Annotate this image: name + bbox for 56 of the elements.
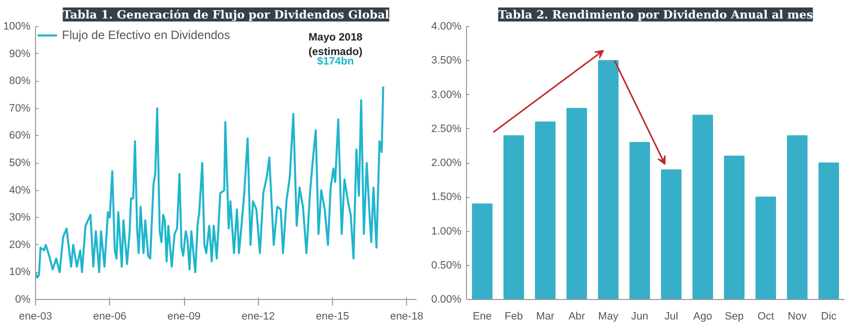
- x-tick-label: ene-12: [242, 310, 275, 322]
- bar: [566, 108, 588, 300]
- x-tick-label: Abr: [568, 310, 586, 322]
- bar: [692, 114, 714, 300]
- x-tick-label: Oct: [757, 310, 774, 322]
- y-tick-label: 4.00%: [431, 20, 462, 32]
- y-tick-label: 0.50%: [431, 259, 462, 272]
- bar: [660, 169, 682, 300]
- y-tick-label: 3.50%: [431, 54, 462, 67]
- bar: [818, 162, 840, 300]
- x-tick-label: Nov: [788, 310, 808, 322]
- y-tick-label: 30%: [9, 212, 32, 224]
- x-tick-label: ene-03: [18, 310, 52, 322]
- line-series: [36, 86, 384, 279]
- bar: [629, 142, 650, 300]
- y-tick-label: 1.00%: [431, 225, 462, 238]
- x-tick-label: Jun: [631, 310, 648, 322]
- y-tick-label: 60%: [9, 130, 32, 142]
- x-tick-label: Sep: [724, 310, 744, 322]
- x-tick-label: Dic: [821, 310, 838, 322]
- y-tick-label: 0.00%: [431, 294, 462, 306]
- legend-label: Flujo de Efectivo en Dividendos: [62, 28, 230, 42]
- bar: [786, 135, 808, 300]
- y-tick-label: 50%: [9, 157, 32, 169]
- chart-title: Tabla 1. Generación de Flujo por Dividendos Global: [62, 8, 390, 22]
- y-tick-label: 20%: [9, 238, 32, 251]
- x-tick-label: Jul: [664, 310, 678, 322]
- x-tick-label: Mar: [536, 310, 555, 322]
- chart-title: Tabla 2. Rendimiento por Dividendo Anual al mes: [498, 8, 813, 22]
- bar: [598, 60, 619, 300]
- x-tick-label: ene-18: [390, 310, 424, 322]
- y-tick-label: 2.50%: [431, 122, 462, 135]
- x-tick-label: ene-06: [93, 310, 126, 322]
- bar: [534, 122, 556, 300]
- y-tick-label: 100%: [3, 20, 32, 32]
- x-tick-label: Ago: [693, 310, 712, 322]
- annotation: Mayo 2018 (estimado): [308, 32, 363, 58]
- annotation: $174bn: [317, 56, 354, 68]
- y-tick-label: 40%: [9, 184, 32, 196]
- y-tick-label: 10%: [9, 266, 32, 278]
- bar: [755, 196, 776, 300]
- y-tick-label: 3.00%: [431, 88, 462, 101]
- y-tick-label: 90%: [9, 48, 32, 60]
- x-tick-label: May: [598, 310, 619, 322]
- y-tick-label: 80%: [9, 75, 32, 88]
- bar: [724, 156, 745, 300]
- x-tick-label: ene-15: [316, 310, 350, 322]
- y-tick-label: 2.00%: [431, 157, 462, 169]
- bar: [503, 135, 524, 300]
- x-tick-label: Ene: [472, 310, 492, 322]
- y-tick-label: 1.50%: [431, 191, 462, 204]
- bar: [472, 203, 493, 300]
- y-tick-label: 70%: [9, 102, 32, 114]
- x-tick-label: ene-09: [167, 310, 201, 322]
- x-tick-label: Feb: [504, 310, 524, 322]
- y-tick-label: 0%: [15, 294, 32, 306]
